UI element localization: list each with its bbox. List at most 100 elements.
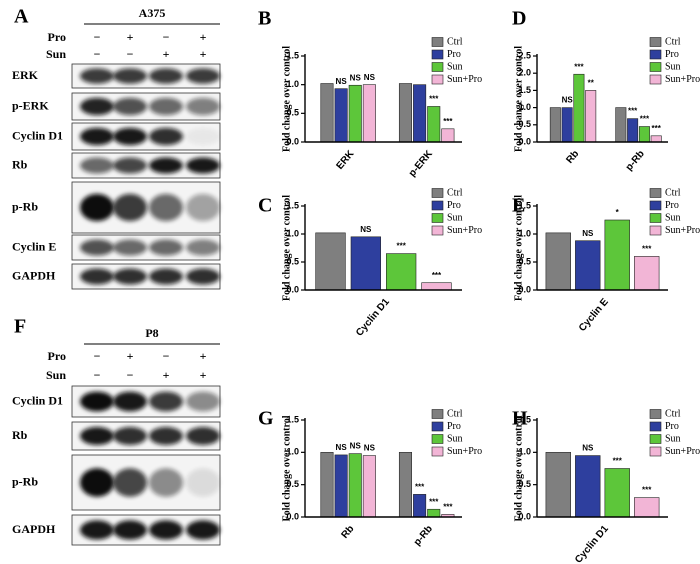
y-axis-label: Fold change over control xyxy=(281,415,292,521)
panel-letter: F xyxy=(14,316,26,338)
blot-band xyxy=(113,127,147,146)
bar xyxy=(561,107,573,143)
panel-letter: E xyxy=(512,195,525,217)
blot-band xyxy=(113,193,147,222)
significance-label: * xyxy=(616,208,620,217)
panel-letter: G xyxy=(258,408,274,430)
y-tick-label: 0.5 xyxy=(286,479,299,489)
significance-label: NS xyxy=(336,443,348,452)
x-tick-label: ERK xyxy=(334,148,356,172)
blot-band xyxy=(113,427,147,445)
band-label: GAPDH xyxy=(12,522,56,536)
y-tick-label: 0.0 xyxy=(518,136,531,146)
significance-label: NS xyxy=(364,444,376,453)
significance-label: ** xyxy=(588,79,595,88)
y-tick-label: 1.5 xyxy=(518,200,531,210)
significance-label: *** xyxy=(628,107,638,116)
legend-swatch xyxy=(649,49,662,60)
blot-band xyxy=(113,68,147,84)
x-tick-label: Rb xyxy=(564,149,581,166)
treatment-sign: − xyxy=(127,47,134,61)
legend-swatch xyxy=(431,434,444,444)
blot-band xyxy=(149,427,183,445)
band-label: Cyclin D1 xyxy=(12,128,63,142)
bar xyxy=(421,282,452,291)
y-tick-label: 2.5 xyxy=(518,50,531,60)
significance-label: *** xyxy=(640,115,650,124)
treatment-sign: + xyxy=(200,349,207,363)
significance-label: NS xyxy=(350,73,362,82)
legend-label: Sun+Pro xyxy=(665,225,700,236)
y-axis-label: Fold change over control xyxy=(513,46,524,152)
significance-label: NS xyxy=(582,444,594,453)
blot-band xyxy=(80,391,114,412)
band-label: p-Rb xyxy=(12,199,38,213)
y-tick-label: 1.5 xyxy=(286,50,299,60)
blot-band xyxy=(186,193,220,222)
y-tick-label: 1.0 xyxy=(286,228,299,238)
bar xyxy=(398,452,412,518)
y-tick-label: 1.0 xyxy=(286,79,299,89)
significance-label: NS xyxy=(562,96,574,105)
treatment-sign: + xyxy=(163,47,170,61)
legend-label: Sun xyxy=(447,433,463,444)
treatment-sign: − xyxy=(163,349,170,363)
y-tick-label: 1.0 xyxy=(518,102,531,112)
legend-label: Sun xyxy=(447,61,463,72)
band-label: ERK xyxy=(12,68,39,82)
legend-label: Pro xyxy=(447,200,461,211)
legend-swatch xyxy=(431,49,444,60)
bar xyxy=(604,468,630,518)
treatment-sign: − xyxy=(163,30,170,44)
blot-band xyxy=(149,127,183,146)
x-tick-label: p-ERK xyxy=(407,148,436,179)
legend-swatch xyxy=(431,37,444,47)
bar xyxy=(575,455,601,518)
bar xyxy=(627,118,639,143)
treatment-sign: − xyxy=(94,47,101,61)
treatment-sign: + xyxy=(200,368,207,382)
treatment-sign: + xyxy=(163,368,170,382)
legend-swatch xyxy=(649,446,662,457)
band-label: GAPDH xyxy=(12,268,56,282)
y-tick-label: 0.0 xyxy=(518,284,531,294)
y-tick-label: 1.0 xyxy=(518,228,531,238)
blot-band xyxy=(149,157,183,174)
significance-label: *** xyxy=(652,124,662,133)
bar xyxy=(348,84,362,143)
bar xyxy=(320,83,334,143)
blot-band xyxy=(113,391,147,412)
bar xyxy=(638,126,650,143)
x-tick-label: Rb xyxy=(339,524,356,541)
legend-label: Sun xyxy=(665,212,681,223)
bar xyxy=(545,232,571,291)
y-tick-label: 0.5 xyxy=(518,119,531,129)
bar xyxy=(320,452,334,518)
bar xyxy=(615,107,627,143)
cell-line: A375 xyxy=(139,6,166,20)
bar xyxy=(362,84,376,143)
treatment-sign: − xyxy=(127,368,134,382)
legend-label: Sun+Pro xyxy=(447,74,482,85)
bar xyxy=(634,256,660,291)
blot-band xyxy=(80,427,114,445)
legend-swatch xyxy=(649,37,662,47)
blot-band xyxy=(186,427,220,445)
blot-band xyxy=(80,68,114,84)
legend-swatch xyxy=(431,421,444,432)
y-tick-label: 1.5 xyxy=(286,414,299,424)
significance-label: *** xyxy=(415,482,425,491)
panel-letter: D xyxy=(512,8,526,30)
legend-swatch xyxy=(649,409,662,419)
x-tick-label: p-Rb xyxy=(412,524,435,549)
bar xyxy=(427,106,441,143)
legend-swatch xyxy=(431,62,444,72)
legend-swatch xyxy=(649,74,662,85)
legend-swatch xyxy=(431,74,444,85)
y-axis-label: Fold change over control xyxy=(513,415,524,521)
legend-label: Sun+Pro xyxy=(665,74,700,85)
significance-label: *** xyxy=(429,95,439,104)
blot-band xyxy=(149,68,183,84)
treatment-sign: + xyxy=(200,30,207,44)
legend-swatch xyxy=(431,200,444,211)
